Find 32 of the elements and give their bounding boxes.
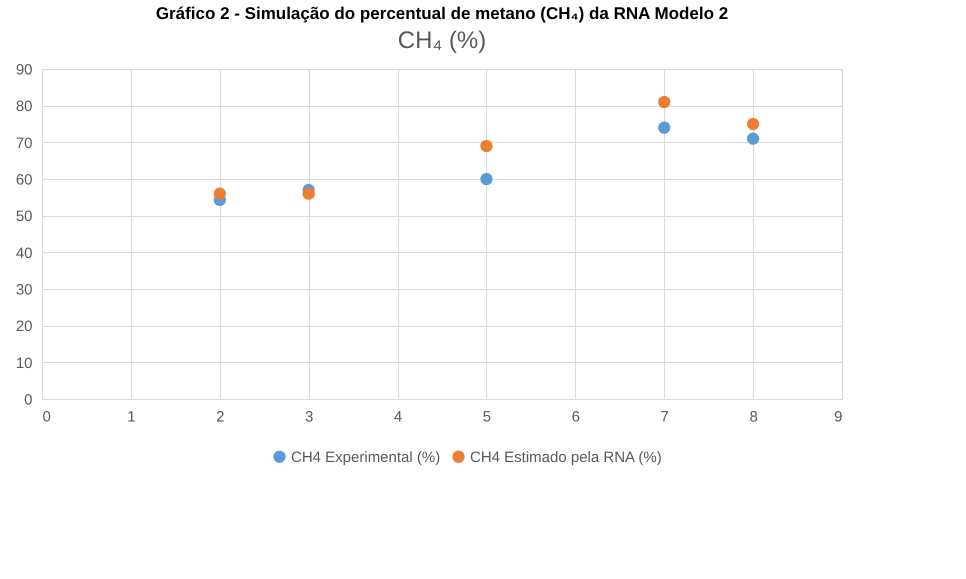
- x-tick-label: 0: [42, 408, 51, 426]
- x-tick-label: 5: [482, 408, 492, 426]
- point: [480, 172, 493, 186]
- y-tick-label: 20: [16, 318, 32, 336]
- x-tick-label: 4: [394, 408, 402, 426]
- x-tick-label: 3: [304, 408, 314, 426]
- point: [658, 96, 670, 108]
- point: [302, 188, 315, 200]
- x-tick-label: 6: [572, 408, 580, 426]
- point: [480, 140, 493, 152]
- x-tick-label: 1: [127, 408, 136, 426]
- point: [746, 118, 760, 130]
- chart-subtitle: CH₄ (%): [398, 27, 486, 54]
- point: [214, 188, 226, 200]
- y-tick-label: 80: [16, 98, 32, 116]
- x-tick-label: 2: [216, 408, 224, 426]
- x-tick-label: 9: [834, 408, 842, 426]
- y-tick-label: 90: [16, 62, 32, 78]
- x-tick-label: 7: [660, 408, 669, 426]
- legend-label: CH4 Estimado pela RNA (%): [470, 448, 662, 466]
- x-tick-label: 8: [749, 408, 758, 426]
- y-tick-label: 70: [16, 134, 32, 152]
- y-tick-label: 40: [16, 244, 32, 262]
- y-tick-label: 0: [24, 392, 32, 408]
- point: [746, 132, 760, 145]
- point: [658, 122, 670, 134]
- chart-title: Gráfico 2 - Simulação do percentual de metano (CH₄) da RNA Modelo 2: [156, 4, 728, 23]
- legend-label: CH4 Experimental (%): [291, 448, 440, 466]
- y-tick-label: 60: [16, 172, 32, 188]
- y-tick-label: 50: [16, 208, 32, 226]
- y-tick-label: 10: [16, 354, 32, 372]
- y-tick-label: 30: [16, 282, 32, 298]
